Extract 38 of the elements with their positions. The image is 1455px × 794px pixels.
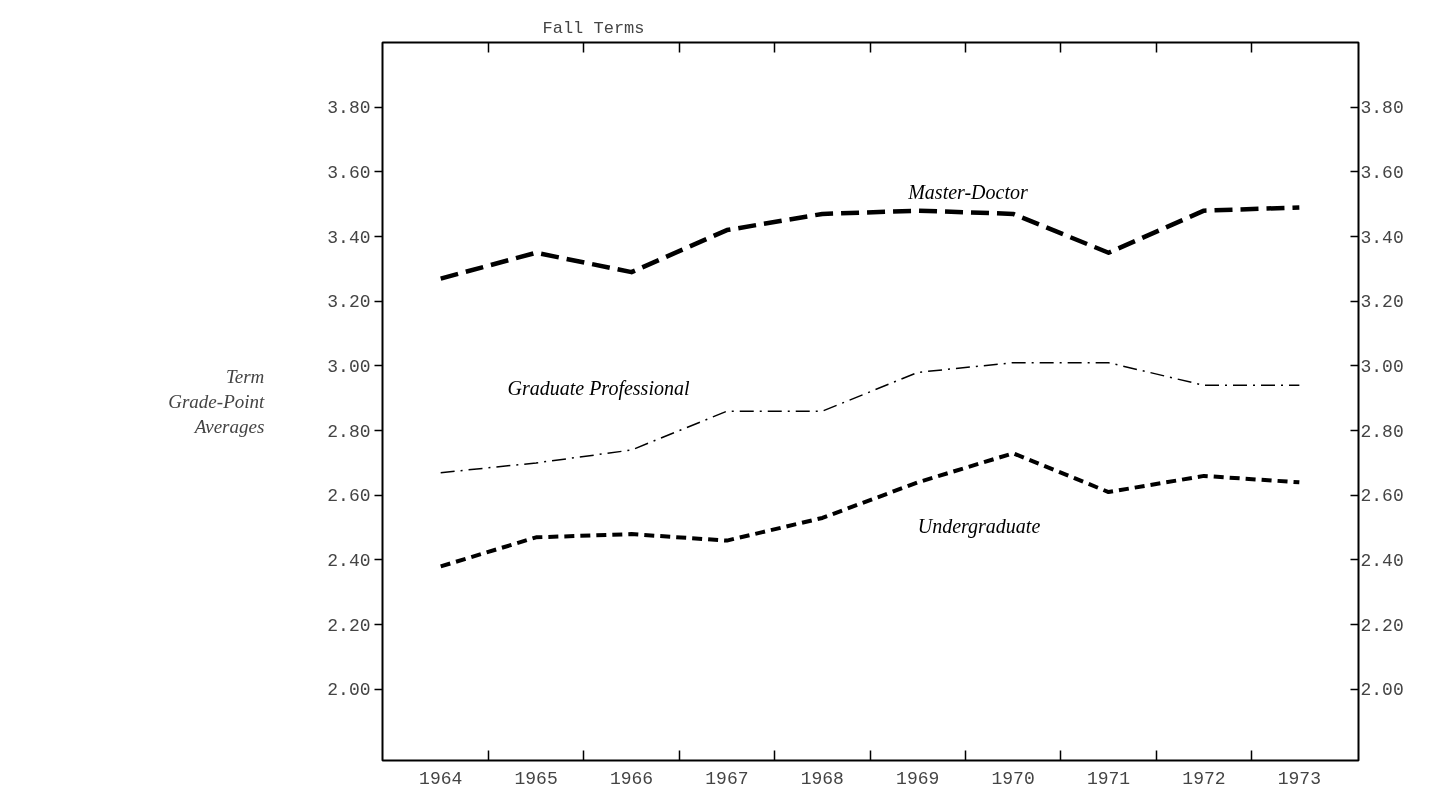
- y-tick-label: 3.60: [327, 162, 371, 183]
- x-tick-label: 1971: [1086, 768, 1131, 789]
- y2-tick-label: 2.20: [1360, 615, 1404, 636]
- line-series: [438, 205, 1302, 281]
- y2-tick-label: 3.00: [1360, 356, 1404, 377]
- y2-tick-label: 3.80: [1360, 98, 1404, 119]
- y2-tick-label: 3.60: [1360, 162, 1404, 183]
- y2-tick-label: 3.40: [1360, 227, 1404, 248]
- line-series: [439, 361, 1301, 474]
- chart-title: Fall Terms: [542, 18, 645, 38]
- x-tick-label: 1970: [991, 768, 1035, 789]
- y-tick-label: 3.20: [327, 292, 371, 313]
- y-tick-label: 2.20: [327, 615, 371, 636]
- y2-tick-label: 3.20: [1360, 292, 1404, 313]
- y2-tick-label: 2.00: [1360, 680, 1404, 701]
- x-tick-label: 1964: [419, 768, 463, 789]
- y-tick-label: 3.80: [327, 98, 371, 119]
- y-axis-title: Term Grade-Point Averages: [168, 365, 266, 438]
- x-tick-label: 1967: [705, 768, 749, 789]
- y2-tick-label: 2.80: [1360, 421, 1404, 442]
- x-tick-label: 1973: [1277, 768, 1321, 789]
- series-label: Undergraduate: [917, 515, 1041, 539]
- x-tick-label: 1969: [896, 768, 940, 789]
- y-tick-label: 2.80: [327, 421, 371, 442]
- y-tick-label: 2.40: [327, 550, 371, 571]
- series-label: Master-Doctor: [907, 180, 1028, 203]
- y-tick-label: 2.60: [327, 486, 371, 507]
- y-tick-label: 3.00: [327, 356, 371, 377]
- y-tick-label: 2.00: [327, 680, 371, 701]
- y2-tick-label: 2.60: [1360, 486, 1404, 507]
- y-tick-label: 3.40: [327, 227, 371, 248]
- x-tick-label: 1965: [514, 768, 558, 789]
- x-tick-label: 1966: [609, 768, 654, 789]
- x-tick-label: 1972: [1182, 768, 1226, 789]
- series-label: Graduate Professional: [507, 377, 690, 401]
- line-series: [438, 451, 1302, 569]
- x-tick-label: 1968: [800, 768, 844, 789]
- y2-tick-label: 2.40: [1360, 550, 1404, 571]
